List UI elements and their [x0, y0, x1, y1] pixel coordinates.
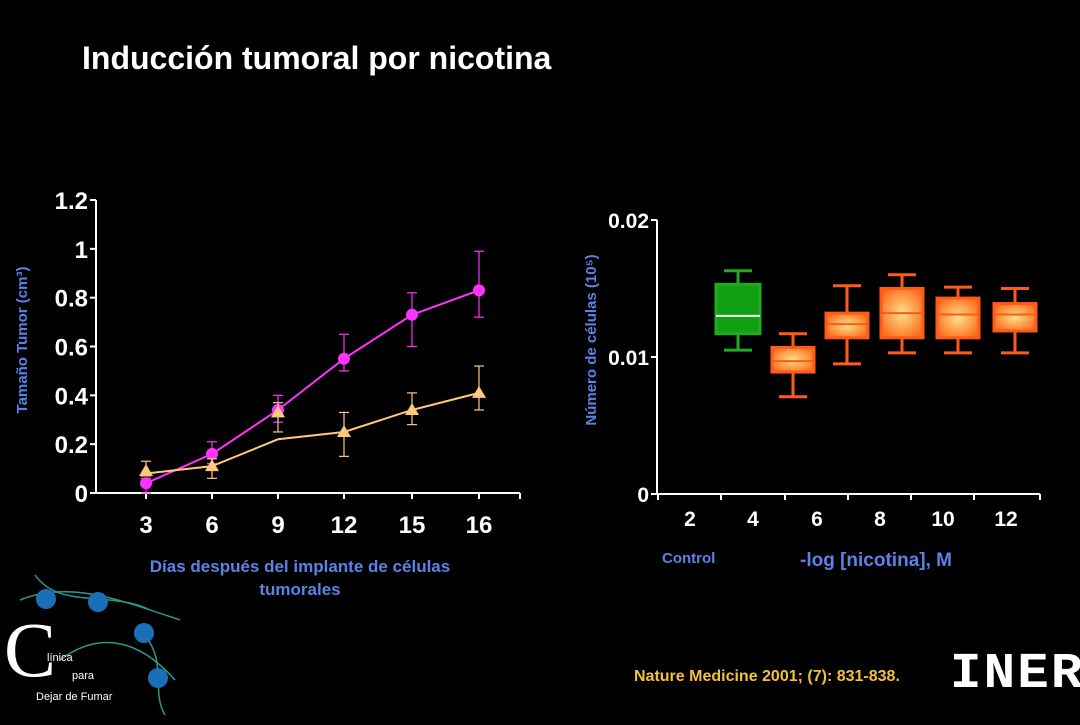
y-axis-label: Número de células (10⁵) [583, 254, 600, 425]
data-point [139, 464, 153, 477]
y-tick-label: 0 [75, 481, 88, 508]
data-point [271, 405, 285, 418]
data-point [473, 284, 485, 297]
x-tick-label: 6 [811, 508, 823, 531]
y-tick-label: 0 [637, 484, 649, 507]
y-tick-label: 0.4 [55, 383, 89, 410]
x-tick-label: 16 [466, 512, 493, 539]
box [714, 282, 762, 336]
logo-text-3: Dejar de Fumar [36, 691, 113, 703]
x-tick-label: 6 [205, 512, 218, 539]
x-tick-label: 8 [874, 508, 886, 531]
data-point [338, 352, 350, 365]
y-tick-label: 1.2 [55, 188, 88, 215]
data-point [406, 308, 418, 321]
molecule-icon [19, 574, 181, 716]
box [992, 302, 1038, 333]
data-point [337, 424, 351, 437]
logo-text-1: línica [47, 652, 73, 664]
y-axis-label: Tamaño Tumor (cm³) [14, 267, 31, 414]
y-tick-label: 0.2 [55, 432, 88, 459]
tumor-size-line-chart: Tamaño Tumor (cm³) 0 0.2 0.4 0.6 0.8 1 1.2 3 6 9 1… [14, 188, 521, 539]
y-tick-label: 0.01 [608, 347, 649, 370]
y-tick-label: 0.6 [55, 335, 88, 362]
box [935, 296, 981, 340]
slide-title: Inducción tumoral por nicotina [82, 40, 552, 76]
data-point [206, 447, 218, 460]
box [824, 311, 870, 340]
x-tick-label: 3 [139, 512, 152, 539]
series-line-1 [145, 289, 480, 485]
data-point [472, 385, 486, 398]
data-point [205, 459, 219, 472]
logo-letter: C [4, 606, 57, 693]
y-tick-label: 1 [75, 237, 88, 264]
data-point [140, 477, 152, 490]
data-point [405, 402, 419, 415]
cell-count-box-chart: Número de células (10⁵) 0 0.01 0.02 2 4 6 8 10 1… [583, 210, 1041, 531]
x-tick-label: 2 [684, 508, 696, 531]
x-tick-label: 15 [399, 512, 426, 539]
control-label: Control [662, 550, 716, 567]
x-tick-label: 12 [994, 508, 1017, 531]
series-line-2 [145, 391, 480, 475]
x-tick-label: 4 [747, 508, 759, 531]
iner-logo: INER [950, 646, 1080, 703]
x-tick-label: 10 [931, 508, 954, 531]
x-axis-label-nicotine: -log [nicotina], M [800, 550, 952, 571]
y-tick-label: 0.8 [55, 286, 88, 313]
clinic-logo: C línica para Dejar de Fumar [0, 570, 190, 720]
logo-text-2: para [72, 670, 95, 682]
box [770, 345, 816, 374]
x-tick-label: 12 [331, 512, 358, 539]
y-tick-label: 0.02 [608, 210, 649, 233]
x-tick-label: 9 [271, 512, 284, 539]
x-axis-label: Días después del implante de células tum… [149, 557, 451, 599]
citation: Nature Medicine 2001; (7): 831-838. [634, 668, 900, 685]
